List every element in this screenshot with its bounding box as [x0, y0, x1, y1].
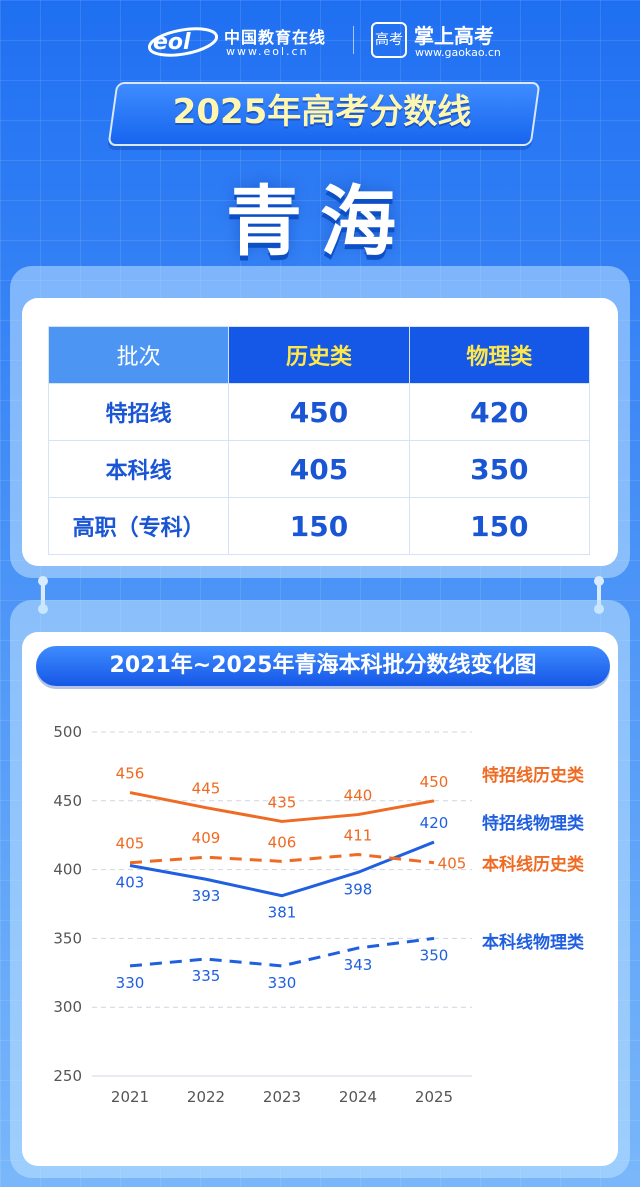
- y-tick-label: 450: [53, 792, 82, 810]
- data-label: 330: [268, 974, 297, 992]
- series-line: [129, 840, 435, 898]
- y-tick-label: 300: [53, 998, 82, 1016]
- header-logos: eol 中国教育在线 www.eol.cn 高考 掌上高考 www.gaokao…: [0, 18, 640, 62]
- x-tick-label: 2023: [263, 1088, 301, 1106]
- eol-logo-icon: eol: [147, 27, 219, 57]
- x-tick-label: 2024: [339, 1088, 377, 1106]
- data-label: 406: [268, 833, 297, 851]
- data-label: 403: [116, 873, 145, 891]
- history-score: 450: [228, 383, 410, 441]
- series-line: [129, 852, 435, 865]
- x-tick-label: 2025: [415, 1088, 453, 1106]
- gaokao-name: 掌上高考: [414, 24, 494, 48]
- gaokao-logo-icon: 高考: [371, 22, 407, 58]
- page-title: 2025年高考分数线: [172, 92, 472, 132]
- score-table: 批次 历史类 物理类 特招线 450 420 本科线 405 350 高职（专科…: [47, 326, 591, 555]
- series-line: [129, 791, 435, 823]
- data-label: 343: [344, 956, 373, 974]
- data-label: 411: [344, 826, 373, 844]
- data-label: 393: [192, 887, 221, 905]
- x-tick-label: 2021: [111, 1088, 149, 1106]
- eol-name: 中国教育在线: [224, 28, 327, 47]
- data-label: 456: [116, 765, 145, 783]
- data-label: 435: [268, 793, 297, 811]
- data-label: 398: [344, 880, 373, 898]
- data-label: 350: [420, 946, 449, 964]
- physics-score: 420: [408, 383, 591, 441]
- data-label: 330: [116, 974, 145, 992]
- y-tick-label: 350: [53, 929, 82, 947]
- eol-url: www.eol.cn: [226, 45, 309, 58]
- row-label: 本科线: [47, 440, 230, 498]
- table-row: 本科线 405 350: [47, 440, 591, 498]
- data-label: 335: [192, 967, 221, 985]
- svg-text:eol: eol: [153, 30, 191, 55]
- header-physics: 物理类: [408, 326, 591, 384]
- data-label: 420: [420, 814, 449, 832]
- legend-label: 特招线历史类: [482, 765, 585, 786]
- physics-score: 350: [408, 440, 591, 498]
- history-score: 150: [228, 497, 410, 555]
- legend-label: 特招线物理类: [482, 813, 585, 834]
- logo-divider: [353, 26, 354, 54]
- data-label: 381: [268, 904, 297, 922]
- series-line: [129, 936, 435, 968]
- row-label: 高职（专科）: [47, 497, 230, 555]
- data-label: 440: [344, 787, 373, 805]
- y-tick-label: 400: [53, 861, 82, 879]
- table-row: 特招线 450 420: [47, 383, 591, 441]
- physics-score: 150: [408, 497, 591, 555]
- x-tick-label: 2022: [187, 1088, 225, 1106]
- data-label: 409: [192, 829, 221, 847]
- legend-label: 本科线历史类: [482, 854, 585, 875]
- data-label: 405: [116, 835, 145, 853]
- chart-title-pill: [36, 646, 610, 686]
- chart-title: 2021年~2025年青海本科批分数线变化图: [109, 653, 537, 678]
- y-tick-label: 250: [53, 1067, 82, 1085]
- y-tick-label: 500: [53, 723, 82, 741]
- row-label: 特招线: [47, 383, 230, 441]
- legend-label: 本科线物理类: [482, 932, 585, 953]
- province-name: 青海: [226, 177, 414, 266]
- table-header-row: 批次 历史类 物理类: [47, 326, 591, 384]
- gaokao-url: www.gaokao.cn: [415, 46, 501, 59]
- data-label: 450: [420, 773, 449, 791]
- header-batch: 批次: [47, 326, 230, 384]
- chart-panel: [22, 632, 618, 1166]
- data-label: 445: [192, 780, 221, 798]
- data-label: 405: [438, 855, 467, 873]
- table-row: 高职（专科） 150 150: [47, 497, 591, 555]
